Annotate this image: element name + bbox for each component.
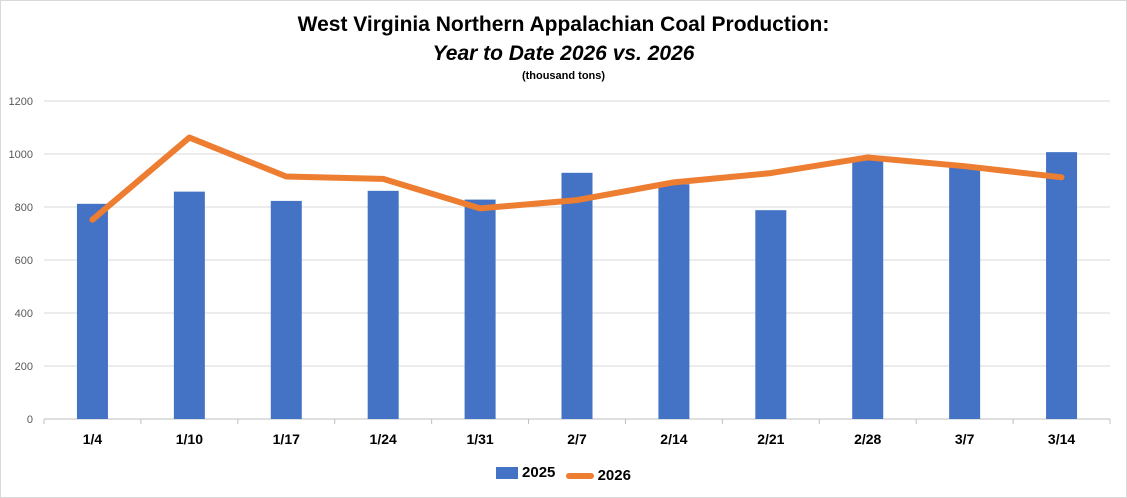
legend-swatch-2026 xyxy=(565,472,594,479)
legend-label-2025: 2025 xyxy=(522,464,556,481)
bar-2025 xyxy=(561,172,593,419)
y-tick-label: 200 xyxy=(15,361,33,373)
x-tick-label: 2/21 xyxy=(757,431,784,447)
x-tick-label: 2/14 xyxy=(660,431,687,447)
x-tick-label: 2/28 xyxy=(854,431,881,447)
bar-2025 xyxy=(464,199,496,419)
y-tick-label: 400 xyxy=(15,308,33,320)
bar-2025 xyxy=(949,166,981,419)
bar-2025 xyxy=(852,159,884,419)
legend-item-2026: 2026 xyxy=(565,467,631,484)
bar-2025 xyxy=(270,200,302,419)
y-tick-label: 0 xyxy=(27,414,33,426)
bar-2025 xyxy=(658,184,690,419)
x-tick-label: 1/31 xyxy=(466,431,493,447)
x-tick-label: 1/24 xyxy=(370,431,397,447)
x-tick-label: 3/14 xyxy=(1048,431,1075,447)
legend-swatch-2025 xyxy=(496,466,519,479)
y-tick-label: 800 xyxy=(15,202,33,214)
legend-label-2026: 2026 xyxy=(597,467,631,484)
chart-subtitle: Year to Date 2026 vs. 2026 xyxy=(432,42,695,65)
x-tick-label: 1/17 xyxy=(273,431,300,447)
x-tick-label: 1/4 xyxy=(83,431,103,447)
chart-legend: 2025 2026 xyxy=(0,464,1127,484)
y-tick-label: 1000 xyxy=(9,149,33,161)
y-tick-label: 600 xyxy=(15,255,33,267)
y-tick-label: 1200 xyxy=(9,96,33,108)
bar-2025 xyxy=(1046,152,1078,419)
bar-2025 xyxy=(173,191,205,419)
chart-title: West Virginia Northern Appalachian Coal … xyxy=(297,13,830,36)
x-tick-label: 3/7 xyxy=(955,431,975,447)
bar-2025 xyxy=(755,210,787,419)
x-tick-label: 2/7 xyxy=(567,431,587,447)
legend-item-2025: 2025 xyxy=(496,464,555,481)
chart-units-note: (thousand tons) xyxy=(521,70,606,82)
bar-2025 xyxy=(76,203,108,419)
bar-2025 xyxy=(367,190,399,419)
x-tick-label: 1/10 xyxy=(176,431,203,447)
